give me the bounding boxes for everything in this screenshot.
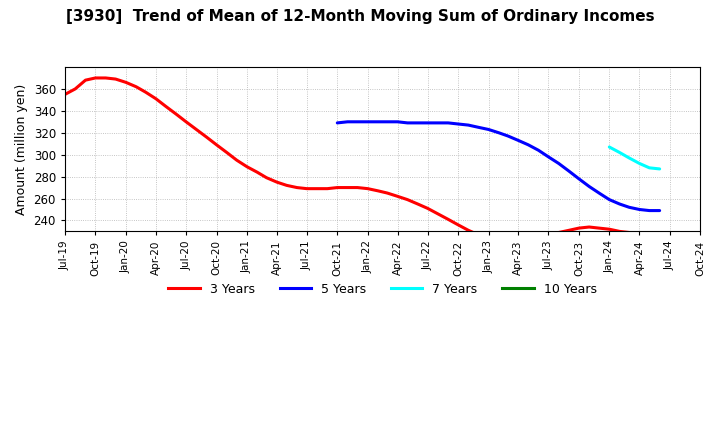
Y-axis label: Amount (million yen): Amount (million yen) (15, 84, 28, 215)
Text: [3930]  Trend of Mean of 12-Month Moving Sum of Ordinary Incomes: [3930] Trend of Mean of 12-Month Moving … (66, 9, 654, 24)
Legend: 3 Years, 5 Years, 7 Years, 10 Years: 3 Years, 5 Years, 7 Years, 10 Years (163, 278, 602, 301)
